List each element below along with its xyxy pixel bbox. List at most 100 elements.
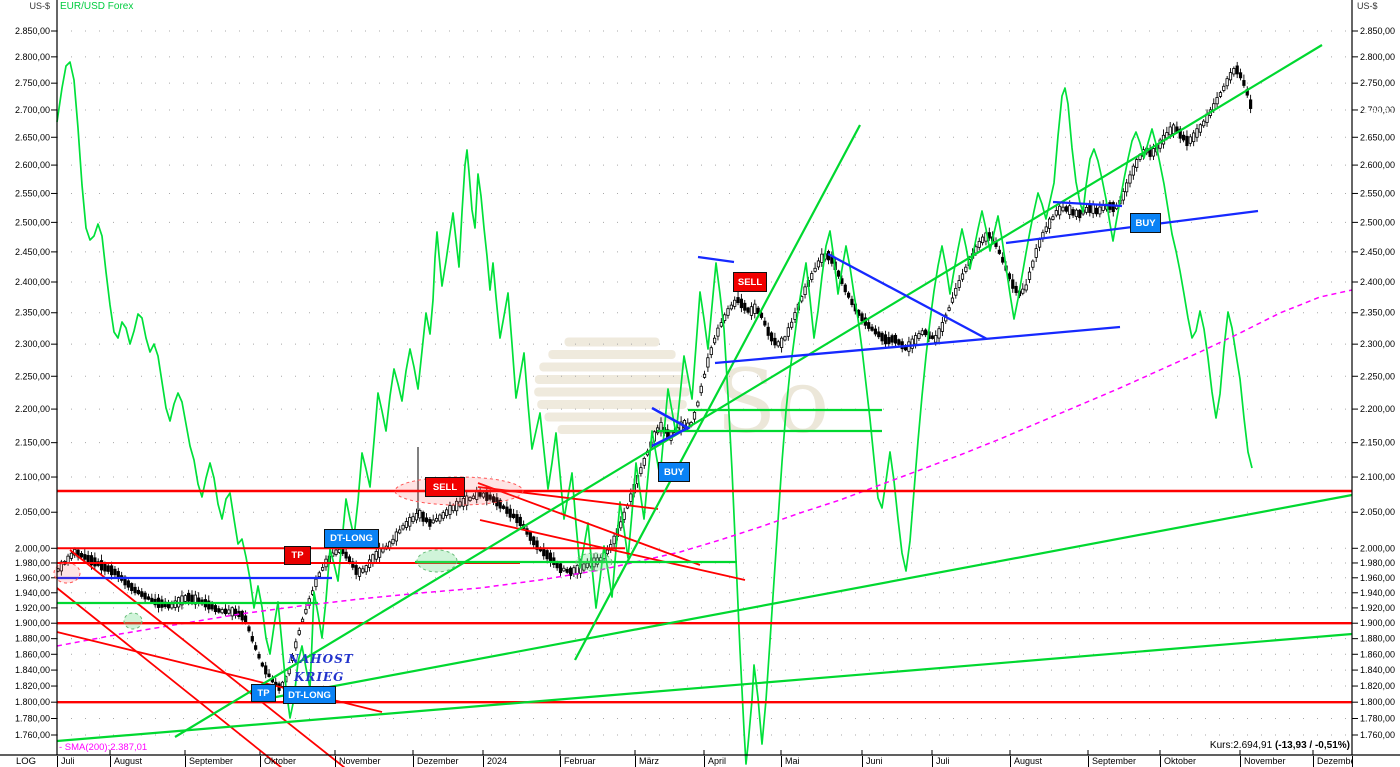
candle-body — [267, 673, 271, 677]
candle-body — [79, 552, 84, 558]
candle-body — [110, 565, 114, 576]
candle-body — [66, 555, 70, 563]
buy-annotation[interactable]: BUY — [658, 462, 690, 482]
candle-body — [562, 567, 566, 572]
month-separator — [1088, 756, 1089, 767]
candle-body — [1131, 165, 1135, 176]
news-annotation-line1[interactable]: NAHOST — [288, 652, 354, 666]
candle-body — [532, 536, 536, 546]
buy-annotation[interactable]: BUY — [1130, 213, 1161, 233]
candle-body — [394, 531, 398, 542]
candle-body — [1071, 209, 1075, 216]
annotation-ellipse[interactable] — [123, 612, 143, 630]
candle-body — [1054, 210, 1058, 216]
candle-body — [444, 509, 449, 517]
month-separator — [1352, 756, 1353, 767]
y-axis-label-right: 2.450,00 — [1360, 247, 1395, 257]
pennant-blue[interactable] — [651, 406, 691, 448]
month-separator — [57, 756, 58, 767]
trendline-blue[interactable] — [697, 255, 735, 264]
candle-body — [997, 249, 1001, 254]
candle-body — [1235, 65, 1239, 75]
candle-body — [357, 567, 362, 577]
trendline-green[interactable] — [259, 493, 1353, 702]
candle-body — [1185, 135, 1189, 147]
trendline-red[interactable] — [56, 587, 283, 767]
news-annotation-line2[interactable]: KRIEG — [294, 670, 345, 684]
month-separator — [932, 756, 933, 767]
y-axis-label-right: 2.150,00 — [1360, 438, 1395, 448]
dt-long-annotation[interactable]: DT-LONG — [324, 529, 379, 548]
candle-body — [250, 636, 254, 642]
y-axis-label-right: 2.250,00 — [1360, 371, 1395, 381]
candle-body — [1249, 99, 1253, 109]
y-axis-label-right: 2.650,00 — [1360, 132, 1395, 142]
candle-body — [438, 514, 442, 522]
candle-body — [508, 508, 512, 518]
candle-body — [398, 529, 402, 534]
trendline-red[interactable] — [477, 486, 659, 510]
sell-annotation[interactable]: SELL — [733, 272, 767, 292]
candle-body — [113, 568, 117, 576]
month-separator — [1313, 756, 1314, 767]
tp-annotation[interactable]: TP — [284, 546, 311, 565]
candle-body — [890, 335, 894, 343]
candle-body — [709, 347, 713, 356]
candle-body — [1232, 68, 1236, 75]
y-axis-label-left: 2.250,00 — [15, 371, 50, 381]
trendline-red[interactable] — [69, 549, 346, 767]
candle-body — [230, 607, 234, 617]
trendline-blue[interactable] — [714, 325, 1121, 365]
candle-body — [297, 630, 301, 635]
candle-body — [1242, 80, 1246, 86]
tp-annotation[interactable]: TP — [251, 684, 276, 702]
candle-body — [1011, 279, 1015, 289]
trendline-red[interactable] — [477, 482, 701, 566]
candle-body — [213, 605, 218, 613]
candle-body — [1048, 218, 1052, 229]
candle-body — [515, 514, 519, 524]
month-label: November — [1244, 756, 1286, 766]
candle-body — [495, 497, 499, 507]
candle-body — [1064, 206, 1068, 212]
candle-body — [130, 583, 134, 591]
y-axis-label-right: 2.700,00 — [1360, 105, 1395, 115]
candle-body — [481, 492, 486, 498]
candle-body — [850, 298, 854, 305]
trendline-red[interactable] — [479, 519, 746, 581]
candle-body — [1178, 128, 1182, 139]
y-axis-label-left: 2.100,00 — [15, 472, 50, 482]
annotation-ellipse[interactable] — [53, 562, 81, 584]
candle-body — [290, 655, 295, 661]
candle-body — [736, 297, 740, 303]
annotation-ellipse[interactable] — [575, 552, 613, 572]
candle-body — [223, 608, 228, 615]
candle-body — [773, 337, 777, 346]
candle-body — [836, 270, 841, 277]
candle-body — [321, 567, 325, 571]
sell-annotation[interactable]: SELL — [425, 477, 465, 497]
month-separator — [185, 756, 186, 767]
candle-body — [351, 561, 355, 568]
candle-body — [354, 565, 358, 575]
trendline-green[interactable] — [174, 44, 1323, 738]
candle-body — [183, 595, 187, 602]
month-label: Juli — [936, 756, 950, 766]
trendline-green[interactable] — [574, 124, 861, 661]
candle-body — [243, 615, 248, 623]
trendline-green[interactable] — [56, 632, 1353, 743]
month-separator — [110, 756, 111, 767]
trendline-blue[interactable] — [1052, 200, 1123, 208]
y-axis-label-left: 2.150,00 — [15, 438, 50, 448]
candle-body — [816, 260, 821, 268]
candle-body — [99, 560, 104, 571]
y-axis-label-right: 1.900,00 — [1360, 618, 1395, 628]
sma-price-tag: 2.387,01 — [1357, 284, 1395, 295]
candle-body — [173, 600, 177, 608]
candle-body — [977, 240, 981, 248]
annotation-ellipse[interactable] — [416, 549, 458, 573]
month-separator — [862, 756, 863, 767]
dt-long-annotation[interactable]: DT-LONG — [283, 686, 336, 704]
month-separator — [1160, 756, 1161, 767]
trendline-blue[interactable] — [827, 252, 988, 341]
